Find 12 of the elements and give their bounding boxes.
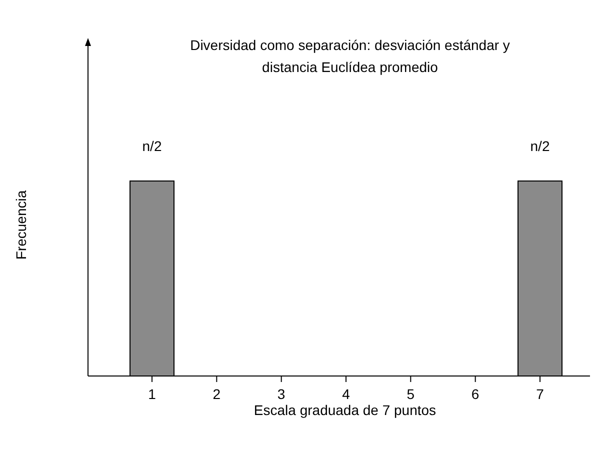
- annotation: n/2: [142, 138, 162, 154]
- x-tick-label: 7: [536, 386, 544, 402]
- x-tick-label: 1: [148, 386, 156, 402]
- y-axis-title: Frecuencia: [13, 190, 29, 260]
- x-axis-title: Escala graduada de 7 puntos: [254, 402, 436, 418]
- x-tick-label: 2: [212, 386, 221, 402]
- chart-title: Diversidad como separación: desviación estándar y distancia Euclídea promedio: [190, 37, 510, 75]
- x-tick-label: 6: [471, 386, 480, 402]
- annotation: n/2: [530, 138, 550, 154]
- x-tick-label: 3: [277, 386, 286, 402]
- x-tick-label: 4: [342, 386, 350, 402]
- x-tick-label: 5: [406, 386, 415, 402]
